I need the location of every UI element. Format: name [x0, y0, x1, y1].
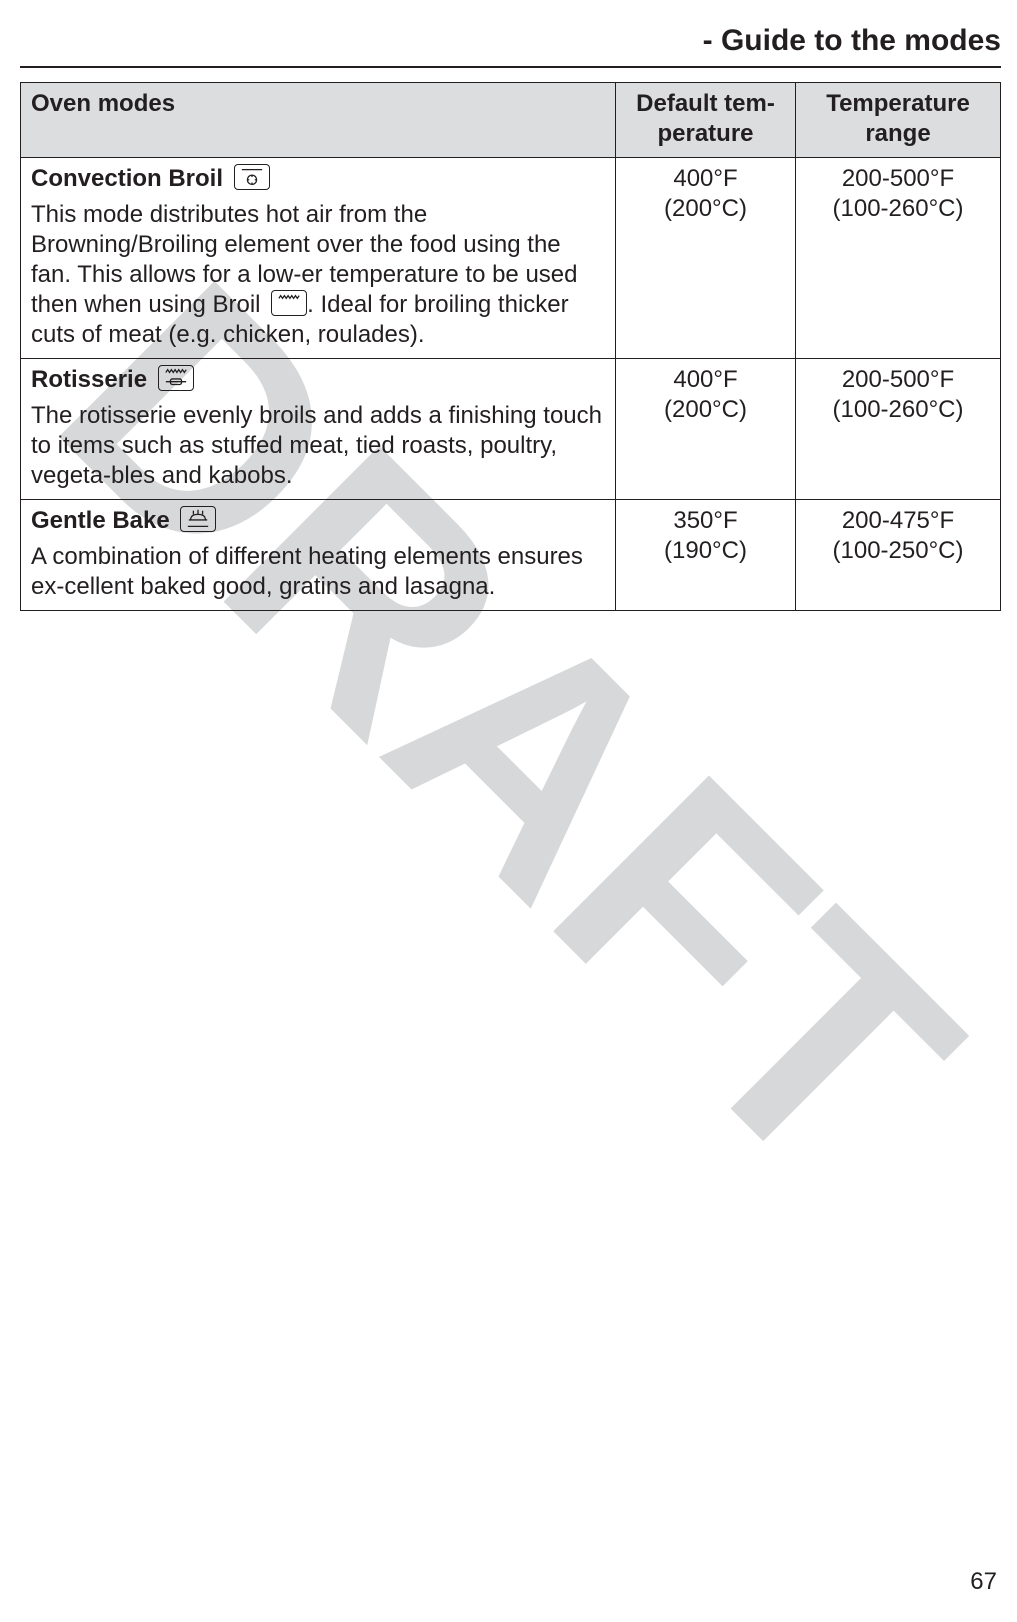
convection-broil-icon [234, 164, 270, 190]
table-header-row: Oven modes Default tem-perature Temperat… [21, 83, 1001, 158]
page-title: - Guide to the modes [20, 0, 1001, 68]
table-row: Convection Broil [21, 158, 1001, 359]
default-temp-f: 400°F [673, 165, 737, 192]
mode-cell: Rotisserie The rotisserie [21, 359, 616, 500]
mode-cell: Gentle Bake [21, 500, 616, 611]
range-f: 200-500°F [842, 366, 954, 393]
default-temp-c: (200°C) [664, 195, 747, 222]
range-c: (100-260°C) [833, 195, 964, 222]
range-f: 200-500°F [842, 165, 954, 192]
mode-cell: Convection Broil [21, 158, 616, 359]
col-header-modes: Oven modes [21, 83, 616, 158]
temp-range-cell: 200-475°F (100-250°C) [796, 500, 1001, 611]
range-c: (100-260°C) [833, 396, 964, 423]
default-temp-cell: 400°F (200°C) [616, 158, 796, 359]
default-temp-cell: 400°F (200°C) [616, 359, 796, 500]
rotisserie-icon [158, 365, 194, 391]
col-header-default-temp: Default tem-perature [616, 83, 796, 158]
default-temp-f: 400°F [673, 366, 737, 393]
default-temp-f: 350°F [673, 507, 737, 534]
gentle-bake-icon [180, 506, 216, 532]
range-f: 200-475°F [842, 507, 954, 534]
mode-desc-text-before: A combination of different heating eleme… [31, 543, 583, 600]
default-temp-cell: 350°F (190°C) [616, 500, 796, 611]
default-temp-c: (200°C) [664, 396, 747, 423]
temp-range-cell: 200-500°F (100-260°C) [796, 158, 1001, 359]
mode-description: A combination of different heating eleme… [31, 542, 605, 602]
mode-name: Gentle Bake [31, 507, 170, 534]
col-header-range: Temperature range [796, 83, 1001, 158]
range-c: (100-250°C) [833, 537, 964, 564]
mode-description: This mode distributes hot air from the B… [31, 200, 605, 350]
default-temp-c: (190°C) [664, 537, 747, 564]
oven-modes-table: Oven modes Default tem-perature Temperat… [20, 82, 1001, 611]
mode-description: The rotisserie evenly broils and adds a … [31, 401, 605, 491]
page-number: 67 [970, 1568, 997, 1596]
table-row: Rotisserie The rotisserie [21, 359, 1001, 500]
mode-name: Convection Broil [31, 165, 223, 192]
temp-range-cell: 200-500°F (100-260°C) [796, 359, 1001, 500]
table-row: Gentle Bake [21, 500, 1001, 611]
mode-desc-text-before: The rotisserie evenly broils and adds a … [31, 402, 602, 489]
mode-name: Rotisserie [31, 366, 147, 393]
broil-icon [271, 290, 307, 316]
